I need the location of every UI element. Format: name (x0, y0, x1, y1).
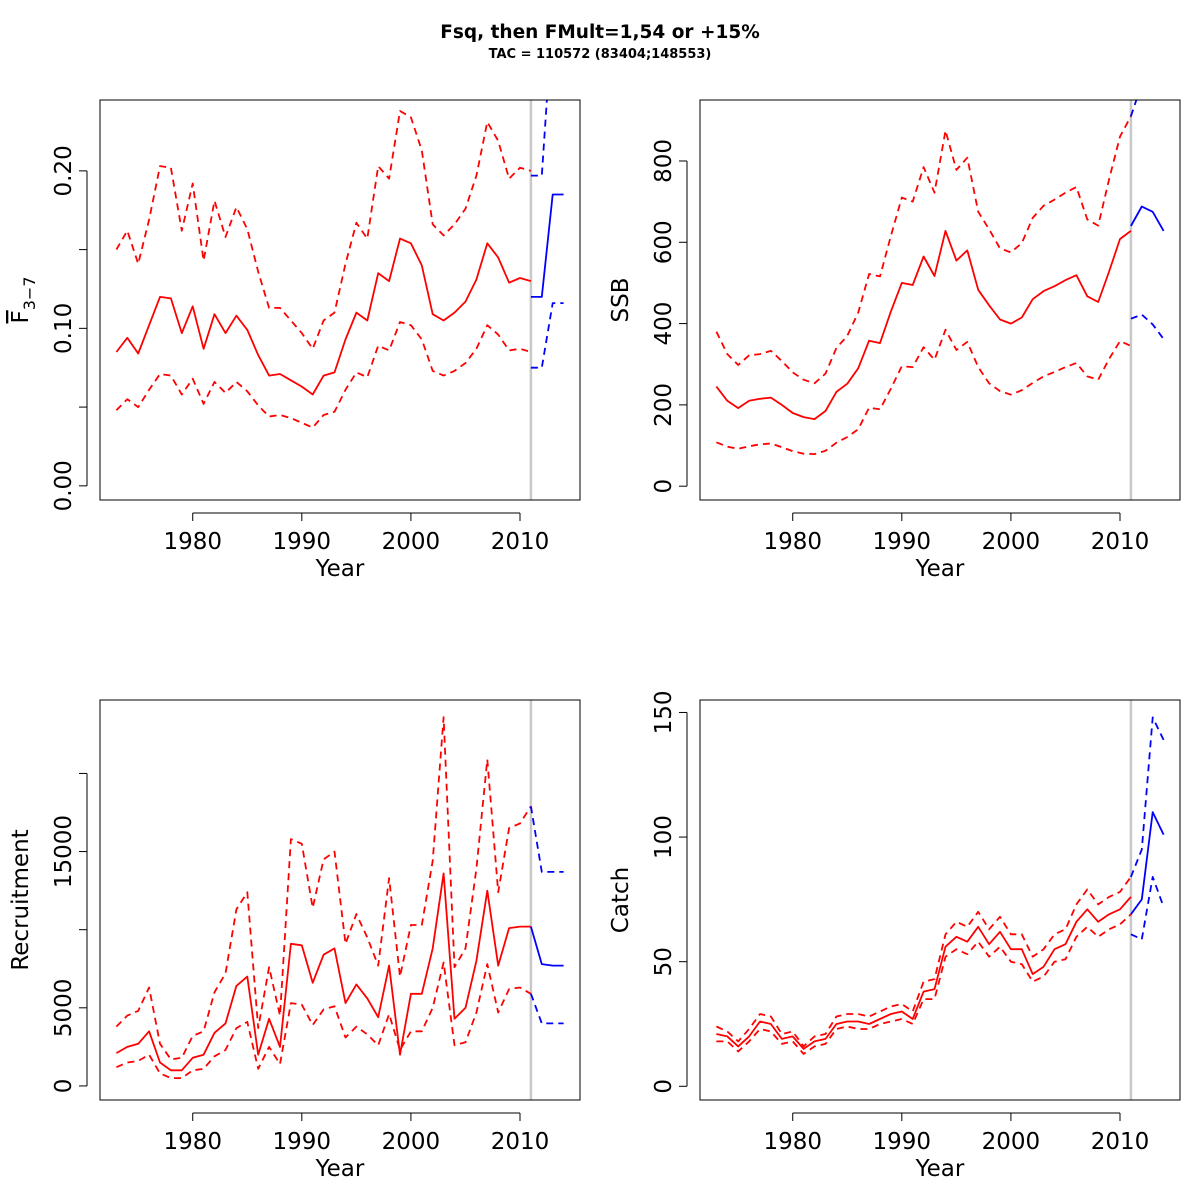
series-line-forecast-lower (530, 993, 564, 1025)
y-tick-label: 5000 (51, 979, 77, 1038)
series-line-forecast-lower (530, 302, 564, 369)
series-line-forecast-upper (530, 100, 548, 177)
series-line-historic-lower (115, 321, 532, 429)
series-line-historic-lower (116, 961, 532, 1079)
y-axis-label: Catch (608, 867, 634, 933)
x-axis-label: Year (915, 556, 965, 582)
series-line-forecast-upper (1130, 716, 1165, 878)
series-group (115, 716, 564, 1079)
series-line-forecast-median (530, 926, 564, 967)
x-tick-label: 2010 (491, 529, 550, 555)
y-tick-label: 0 (51, 1079, 77, 1094)
y-axis-label: Recruitment (8, 829, 34, 970)
x-tick-label: 1990 (273, 529, 332, 555)
series-line-historic-median (115, 237, 532, 396)
x-tick-label: 2000 (382, 1129, 441, 1155)
x-tick-label: 1990 (873, 529, 932, 555)
chart-panel-top-left: 1980 1990 2000 2010 Year 0.00 0.10 0.20 F3−7 (8, 99, 581, 582)
series-line-historic-median (115, 872, 531, 1072)
series-line-historic-median (715, 229, 1132, 421)
y-tick-label: 50 (651, 947, 677, 976)
y-tick-label: 400 (651, 302, 677, 346)
y-axis-label: SSB (608, 278, 634, 323)
y-tick-label: 0.20 (51, 145, 77, 196)
x-axis-label: Year (915, 1156, 965, 1182)
series-line-forecast-median (530, 193, 564, 298)
y-tick-label: 0 (651, 1079, 677, 1094)
y-tick-label: 0.00 (51, 460, 77, 511)
x-tick-label: 1980 (763, 1129, 822, 1155)
series-line-historic-upper (115, 716, 532, 1061)
x-tick-label: 2010 (1091, 1129, 1150, 1155)
x-tick-label: 2000 (382, 529, 441, 555)
chart-panel-bottom-right: 1980 1990 2000 2010 Year 0 50 100 150 Catch (608, 691, 1181, 1182)
series-line-historic-upper (115, 110, 532, 350)
x-tick-label: 2000 (982, 529, 1041, 555)
plot-frame (699, 99, 1181, 501)
series-line-historic-upper (715, 115, 1132, 385)
series-line-historic-lower (716, 913, 1132, 1055)
chart-subtitle: TAC = 110572 (83404;148553) (488, 47, 712, 62)
x-tick-label: 2000 (982, 1129, 1041, 1155)
plot-frame (99, 99, 581, 501)
x-tick-label: 1990 (273, 1129, 332, 1155)
series-line-historic-upper (716, 876, 1132, 1048)
y-tick-label: 150 (651, 691, 677, 735)
series-line-forecast-upper (530, 806, 564, 873)
y-tick-label: 0 (651, 479, 677, 494)
plot-frame (699, 699, 1181, 1101)
series-line-forecast-lower (1130, 876, 1165, 941)
chart-title: Fsq, then FMult=1,54 or +15% (440, 22, 760, 43)
x-tick-label: 1980 (763, 529, 822, 555)
y-tick-label: 200 (651, 383, 677, 427)
series-line-historic-lower (716, 328, 1132, 456)
y-tick-label: 0.10 (51, 303, 77, 354)
plot-frame (99, 699, 581, 1101)
x-tick-label: 2010 (1091, 529, 1150, 555)
y-tick-label: 800 (651, 139, 677, 183)
x-tick-label: 1980 (163, 529, 222, 555)
y-tick-label: 600 (651, 220, 677, 264)
chart-panel-top-right: 1980 1990 2000 2010 Year 0 200 400 600 800 SSB (608, 99, 1181, 582)
y-tick-label: 15000 (51, 815, 77, 888)
x-axis-label: Year (315, 556, 365, 582)
y-axis-label-subscript: 3−7 (20, 277, 39, 311)
x-tick-label: 1980 (163, 1129, 222, 1155)
y-tick-label: 100 (651, 815, 677, 859)
series-line-forecast-lower (1130, 313, 1165, 340)
x-tick-label: 1990 (873, 1129, 932, 1155)
x-axis-label: Year (315, 1156, 365, 1182)
series-line-forecast-median (1130, 811, 1165, 915)
x-tick-label: 2010 (491, 1129, 550, 1155)
series-line-forecast-median (1130, 205, 1165, 232)
series-group (115, 100, 564, 429)
series-group (716, 716, 1165, 1055)
series-line-forecast-upper (1130, 100, 1138, 117)
y-axis-label: F3−7 (8, 277, 39, 324)
chart-panel-bottom-left: 1980 1990 2000 2010 Year 0 5000 15000 Recruitmen… (8, 699, 581, 1182)
series-group (715, 100, 1165, 456)
series-line-historic-median (716, 896, 1132, 1050)
y-axis-label-main: F (8, 310, 34, 323)
